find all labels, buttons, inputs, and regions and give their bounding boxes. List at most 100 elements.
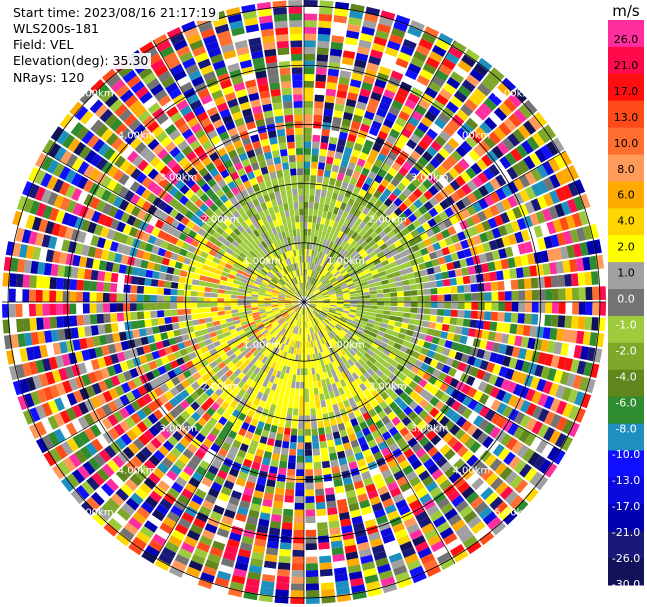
velocity-gate: [391, 99, 404, 111]
velocity-gate: [143, 294, 151, 302]
velocity-gate: [548, 157, 561, 173]
velocity-gate: [315, 307, 322, 311]
velocity-gate: [399, 327, 408, 335]
velocity-gate: [316, 297, 323, 300]
velocity-gate: [567, 181, 579, 197]
velocity-gate: [507, 257, 516, 269]
velocity-gate: [375, 285, 383, 290]
velocity-gate: [437, 371, 448, 382]
velocity-gate: [387, 364, 396, 373]
velocity-gate: [335, 325, 342, 331]
velocity-gate: [329, 295, 337, 298]
velocity-gate: [366, 227, 375, 236]
velocity-gate: [466, 204, 477, 216]
velocity-gate: [408, 238, 417, 247]
velocity-gate: [331, 361, 338, 369]
velocity-gate: [321, 454, 330, 462]
velocity-gate: [467, 387, 478, 398]
velocity-gate: [450, 544, 465, 557]
velocity-gate: [435, 93, 449, 106]
velocity-gate: [278, 555, 291, 564]
velocity-gate: [102, 303, 110, 313]
velocity-gate: [287, 462, 296, 470]
velocity-gate: [395, 337, 404, 345]
velocity-gate: [361, 265, 370, 272]
velocity-gate: [301, 348, 304, 356]
velocity-gate: [434, 272, 443, 281]
velocity-gate: [550, 355, 560, 368]
velocity-gate: [560, 342, 570, 356]
velocity-gate: [170, 302, 178, 309]
velocity-gate: [308, 249, 312, 257]
velocity-gate: [504, 490, 519, 505]
velocity-gate: [319, 330, 324, 338]
velocity-gate: [329, 293, 337, 297]
velocity-gate: [347, 221, 355, 229]
velocity-gate: [400, 177, 411, 187]
velocity-gate: [292, 374, 297, 382]
velocity-gate: [311, 154, 319, 163]
velocity-gate: [394, 377, 403, 387]
velocity-gate: [509, 475, 523, 490]
velocity-gate: [316, 304, 324, 306]
velocity-gate: [419, 493, 432, 505]
velocity-gate: [346, 351, 353, 359]
velocity-gate: [408, 380, 418, 390]
velocity-gate: [224, 306, 232, 311]
velocity-gate: [56, 277, 64, 290]
velocity-gate: [355, 268, 364, 275]
velocity-gate: [537, 314, 546, 326]
velocity-gate: [321, 231, 327, 239]
velocity-gate: [315, 294, 323, 298]
velocity-gate: [323, 299, 331, 301]
velocity-gate: [418, 194, 429, 205]
velocity-gate: [341, 327, 349, 333]
velocity-gate: [481, 77, 496, 92]
velocity-gate: [426, 244, 435, 254]
velocity-gate: [309, 242, 313, 250]
velocity-gate: [300, 375, 304, 382]
velocity-gate: [322, 253, 328, 261]
velocity-gate: [401, 367, 411, 376]
velocity-gate: [370, 302, 378, 306]
velocity-gate: [367, 335, 376, 342]
velocity-gate: [90, 325, 99, 336]
velocity-gate: [320, 267, 326, 275]
velocity-gate: [383, 288, 391, 294]
velocity-gate: [573, 345, 583, 359]
velocity-gate: [281, 528, 293, 537]
velocity-gate: [304, 168, 311, 175]
velocity-gate: [340, 316, 348, 321]
velocity-gate: [562, 403, 574, 418]
velocity-gate: [328, 61, 341, 70]
velocity-field: [2, 0, 606, 604]
velocity-gate: [477, 210, 488, 222]
velocity-gate: [325, 356, 332, 364]
velocity-gate: [406, 421, 416, 432]
velocity-gate: [446, 76, 461, 90]
velocity-gate: [384, 378, 394, 387]
velocity-gate: [426, 565, 442, 577]
velocity-gate: [225, 314, 233, 319]
velocity-gate: [540, 366, 551, 380]
velocity-gate: [420, 362, 430, 372]
velocity-gate: [55, 303, 63, 315]
velocity-gate: [469, 441, 482, 454]
velocity-gate: [397, 306, 404, 312]
velocity-gate: [313, 114, 323, 122]
velocity-gate: [349, 306, 357, 310]
velocity-gate: [413, 50, 428, 62]
velocity-gate: [96, 292, 104, 302]
velocity-gate: [409, 20, 425, 32]
velocity-gate: [384, 157, 395, 167]
velocity-gate: [322, 467, 332, 476]
velocity-gate: [411, 110, 424, 122]
velocity-gate: [306, 334, 309, 342]
velocity-gate: [490, 412, 502, 425]
velocity-gate: [388, 106, 401, 117]
velocity-gate: [470, 112, 483, 126]
velocity-gate: [339, 318, 347, 323]
velocity-gate: [314, 257, 318, 265]
velocity-gate: [599, 302, 606, 316]
velocity-gate: [22, 318, 31, 332]
